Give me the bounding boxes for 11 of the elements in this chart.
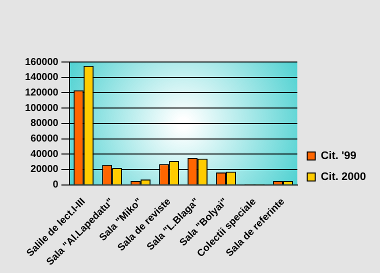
y-tick-label: 20000: [30, 164, 59, 176]
y-tick-label: 40000: [30, 148, 59, 160]
legend-label: Cit. 2000: [320, 171, 366, 184]
y-tick-label: 140000: [24, 72, 59, 84]
y-tick-label: 60000: [30, 134, 59, 145]
y-tick-label: 120000: [24, 87, 59, 98]
y-tick-label: 80000: [30, 118, 59, 130]
y-tick-label: 0: [52, 180, 59, 191]
y-tick-label: 100000: [24, 102, 59, 114]
y-tick-label: 160000: [24, 56, 59, 68]
legend-label: Cit. '99: [320, 150, 356, 162]
